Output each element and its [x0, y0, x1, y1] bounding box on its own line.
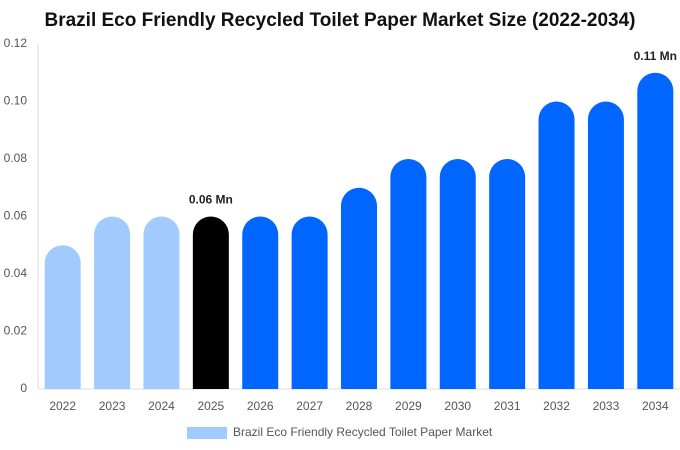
x-tick-label: 2027	[296, 399, 323, 413]
bar	[637, 72, 674, 389]
bar	[44, 245, 81, 389]
chart-title: Brazil Eco Friendly Recycled Toilet Pape…	[44, 10, 635, 31]
y-tick-label: 0.06	[4, 209, 28, 223]
x-tick-label: 2033	[593, 399, 620, 413]
bar	[143, 216, 180, 389]
x-tick-label: 2029	[395, 399, 422, 413]
bar	[192, 216, 229, 389]
x-tick-label: 2022	[49, 399, 76, 413]
bar	[94, 216, 131, 389]
bar	[538, 101, 575, 389]
y-tick-label: 0.08	[4, 151, 28, 165]
x-tick-label: 2026	[247, 399, 274, 413]
bar	[439, 159, 476, 389]
y-tick-label: 0.04	[4, 266, 28, 280]
legend-label: Brazil Eco Friendly Recycled Toilet Pape…	[233, 425, 493, 439]
x-tick-label: 2025	[197, 399, 224, 413]
y-tick-label: 0.12	[4, 36, 28, 50]
y-tick-label: 0.02	[4, 324, 28, 338]
value-label: 0.11 Mn	[634, 49, 677, 63]
bar	[242, 216, 279, 389]
y-tick-label: 0.10	[4, 94, 28, 108]
y-tick-label: 0	[20, 381, 27, 395]
x-tick-label: 2030	[444, 399, 471, 413]
x-tick-label: 2023	[99, 399, 126, 413]
x-tick-label: 2024	[148, 399, 175, 413]
x-tick-label: 2031	[494, 399, 521, 413]
x-tick-label: 2034	[642, 399, 669, 413]
bar	[341, 187, 377, 389]
bar	[489, 158, 526, 389]
bar	[587, 101, 624, 389]
value-label: 0.06 Mn	[189, 193, 233, 207]
bar	[390, 159, 427, 389]
x-tick-label: 2032	[543, 399, 570, 413]
legend-swatch	[187, 427, 227, 439]
bar	[291, 216, 328, 389]
x-tick-label: 2028	[346, 399, 373, 413]
